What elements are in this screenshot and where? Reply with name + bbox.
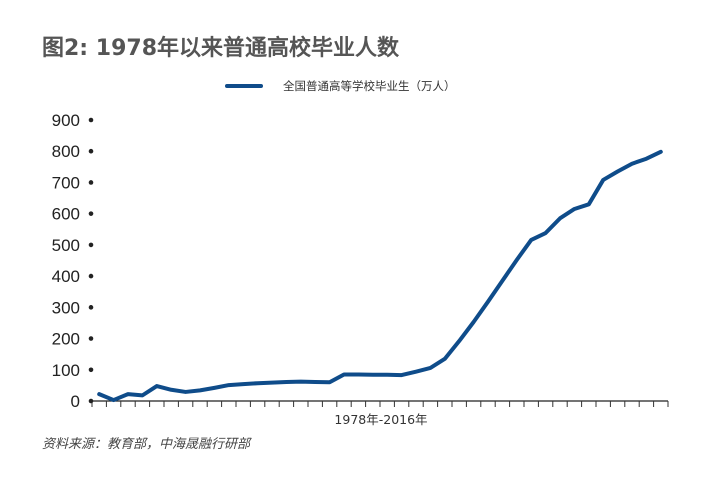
source-note: 资料来源：教育部，中海晟融行研部 xyxy=(42,437,251,452)
y-tick-dot xyxy=(88,336,94,341)
y-tick-label: 0 xyxy=(71,392,80,411)
y-tick-label: 900 xyxy=(52,111,80,130)
y-tick-label: 100 xyxy=(52,361,80,380)
y-tick-dot xyxy=(88,242,94,248)
y-tick-dot xyxy=(88,148,94,154)
y-tick-dot xyxy=(88,180,94,185)
y-tick-label: 600 xyxy=(52,205,80,224)
chart-title: 图2: 1978年以来普通高校毕业人数 xyxy=(42,36,399,61)
y-tick-label: 400 xyxy=(52,267,80,286)
y-tick-dot xyxy=(88,117,94,123)
y-tick-dot xyxy=(88,211,94,216)
y-tick-label: 300 xyxy=(52,298,80,317)
legend: 全国普通高等学校毕业生（万人） xyxy=(225,78,456,94)
y-tick-dot xyxy=(88,273,94,279)
series-line xyxy=(97,149,663,403)
y-tick-dot xyxy=(88,367,94,373)
y-tick-dot xyxy=(88,305,94,310)
y-tick-label: 800 xyxy=(52,142,80,161)
y-tick-label: 200 xyxy=(52,330,80,349)
legend-swatch xyxy=(225,84,263,88)
y-tick-dot xyxy=(88,398,94,404)
legend-label: 全国普通高等学校毕业生（万人） xyxy=(283,79,456,93)
x-axis-label: 1978年-2016年 xyxy=(334,412,427,427)
y-tick-label: 700 xyxy=(52,173,80,192)
y-tick-label: 500 xyxy=(52,236,80,255)
